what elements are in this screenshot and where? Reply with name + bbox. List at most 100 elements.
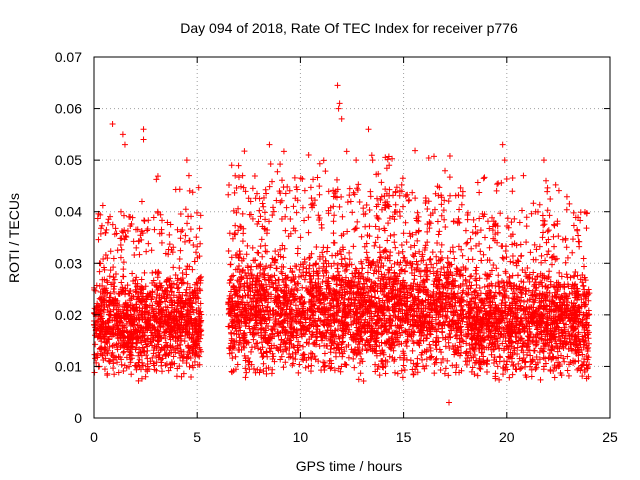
data-point <box>194 290 201 297</box>
data-point <box>138 293 145 300</box>
data-point <box>179 270 186 277</box>
data-point <box>116 290 123 297</box>
data-point <box>97 296 104 303</box>
data-point <box>104 340 111 347</box>
data-point <box>157 318 164 325</box>
data-point <box>183 359 190 366</box>
data-point <box>191 317 198 324</box>
data-point <box>192 345 199 352</box>
data-point <box>98 222 105 229</box>
data-point <box>180 303 187 310</box>
data-point <box>176 255 183 262</box>
data-point <box>184 322 191 329</box>
data-point <box>144 355 151 362</box>
data-point <box>181 238 188 245</box>
data-point <box>170 334 177 341</box>
data-point <box>109 349 116 356</box>
data-point <box>192 341 199 348</box>
data-point <box>120 212 127 219</box>
data-point <box>188 373 195 380</box>
data-point <box>190 289 197 296</box>
data-point <box>176 289 183 296</box>
data-point <box>113 354 120 361</box>
data-point <box>178 348 185 355</box>
data-point <box>165 309 172 316</box>
data-point <box>112 225 119 232</box>
data-point <box>194 294 201 301</box>
data-point <box>139 316 146 323</box>
data-point <box>142 366 149 373</box>
data-point <box>183 311 190 318</box>
data-point <box>104 370 111 377</box>
data-point <box>166 299 173 306</box>
data-point <box>431 153 438 160</box>
data-point <box>118 361 125 368</box>
data-point <box>97 211 104 218</box>
data-point <box>111 314 118 321</box>
data-point <box>128 221 135 228</box>
data-point <box>195 184 202 191</box>
data-point <box>162 250 169 257</box>
data-point <box>175 297 182 304</box>
data-point <box>111 276 118 283</box>
data-point <box>165 352 172 359</box>
data-point <box>99 351 106 358</box>
data-point <box>153 330 160 337</box>
data-point <box>186 237 193 244</box>
data-point <box>192 299 199 306</box>
data-point <box>106 303 113 310</box>
data-point <box>196 353 203 360</box>
data-point <box>166 231 173 238</box>
data-point <box>115 310 122 317</box>
data-point <box>191 281 198 288</box>
data-point <box>94 354 101 361</box>
data-point <box>170 292 177 299</box>
data-point <box>178 279 185 286</box>
data-point <box>139 344 146 351</box>
data-point <box>174 294 181 301</box>
data-point <box>114 344 121 351</box>
data-point <box>166 241 173 248</box>
data-point <box>155 341 162 348</box>
data-point <box>174 275 181 282</box>
data-point <box>159 217 166 224</box>
data-point <box>168 344 175 351</box>
data-point <box>130 330 137 337</box>
data-point <box>127 359 134 366</box>
data-point <box>197 240 204 247</box>
data-point <box>114 247 121 254</box>
data-point <box>197 274 204 281</box>
data-point <box>100 255 107 262</box>
data-point <box>185 213 192 220</box>
data-point <box>128 355 135 362</box>
data-point <box>101 346 108 353</box>
data-point <box>138 228 145 235</box>
data-point <box>141 269 148 276</box>
data-point <box>136 296 143 303</box>
data-point <box>135 295 142 302</box>
data-point <box>109 221 116 228</box>
data-point <box>164 291 171 298</box>
data-point <box>110 299 117 306</box>
data-point <box>124 311 131 318</box>
data-point <box>99 318 106 325</box>
data-point <box>147 358 154 365</box>
data-point <box>91 305 98 312</box>
data-point <box>134 280 141 287</box>
data-point <box>149 280 156 287</box>
data-point <box>106 358 113 365</box>
data-point <box>135 377 142 384</box>
data-point <box>149 354 156 361</box>
data-point <box>154 327 161 334</box>
data-point <box>151 344 158 351</box>
data-point <box>183 292 190 299</box>
data-point <box>178 228 185 235</box>
data-point <box>195 329 202 336</box>
data-point <box>154 333 161 340</box>
data-point <box>197 300 204 307</box>
data-point <box>179 275 186 282</box>
data-point <box>160 332 167 339</box>
data-point <box>153 176 160 183</box>
data-point <box>102 355 109 362</box>
data-point <box>143 248 150 255</box>
